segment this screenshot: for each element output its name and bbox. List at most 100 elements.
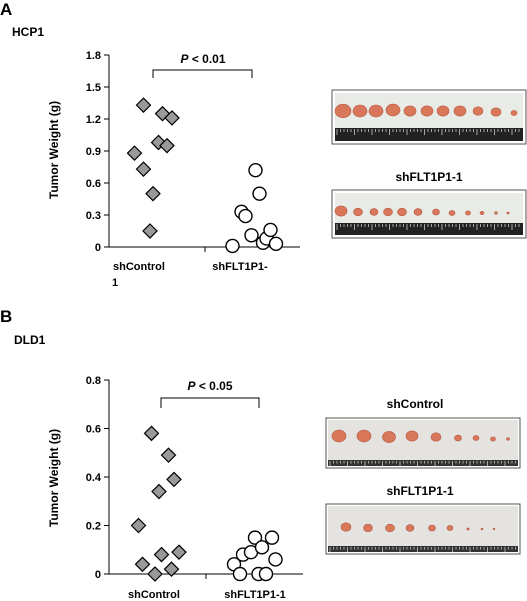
tumor-specimen bbox=[430, 432, 442, 442]
panel-b: B DLD1 Tumor Weight (g) P < 0.05 shContr… bbox=[0, 307, 521, 601]
tumor-specimen bbox=[363, 523, 373, 533]
panel-b-point-shcontrol bbox=[134, 556, 151, 573]
panel-b-point-shcontrol bbox=[147, 566, 163, 582]
panel-a-p-value: P < 0.01 bbox=[180, 52, 225, 66]
tumor-specimen bbox=[465, 210, 471, 216]
tumor-specimen bbox=[506, 437, 510, 441]
tumor-specimen bbox=[334, 205, 348, 217]
panel-b-point-shcontrol bbox=[171, 544, 187, 561]
tumor-specimen bbox=[369, 208, 379, 216]
panel-a-point-shflt1p1 bbox=[244, 228, 259, 243]
panel-a-cell-line: HCP1 bbox=[12, 25, 44, 39]
panel-b-ytick-label: 0.4 bbox=[86, 472, 102, 484]
panel-b-p-value: P < 0.05 bbox=[187, 379, 232, 393]
panel-b-point-shflt1p1 bbox=[258, 566, 274, 582]
panel-b-chart: Tumor Weight (g) P < 0.05 shControl shFL… bbox=[47, 375, 303, 601]
panel-b-photo-title-2: shFLT1P1-1 bbox=[386, 484, 453, 498]
panel-a-point-shflt1p1 bbox=[248, 162, 263, 178]
tumor-specimen bbox=[356, 429, 372, 443]
tumor-specimen bbox=[405, 524, 415, 532]
panel-a-photo-shflt1p1 bbox=[331, 189, 527, 239]
tumor-specimen bbox=[428, 524, 436, 532]
panel-a-ytick-label: 0.9 bbox=[86, 146, 101, 158]
tumor-specimen bbox=[436, 105, 450, 117]
tumor-specimen bbox=[490, 436, 496, 442]
panel-a-letter: A bbox=[0, 0, 12, 19]
panel-a-chart: Tumor Weight (g) P < 0.01 shControl 1 sh… bbox=[47, 50, 300, 289]
panel-b-point-shflt1p1 bbox=[264, 530, 280, 545]
tumor-specimen bbox=[334, 103, 352, 119]
tumor-specimen bbox=[480, 527, 484, 531]
panel-b-ytick-label: 0.6 bbox=[86, 424, 101, 436]
tumor-specimen bbox=[446, 525, 454, 531]
panel-b-p-letter: P bbox=[187, 379, 196, 393]
tumor-specimen bbox=[494, 211, 498, 215]
tumor-specimen bbox=[368, 104, 384, 118]
panel-b-sig-bracket bbox=[160, 397, 260, 408]
tumor-specimen bbox=[492, 527, 496, 531]
panel-a-point-shcontrol bbox=[142, 223, 158, 239]
panel-a-p-rest: < 0.01 bbox=[188, 52, 225, 66]
panel-a-ytick-label: 1.2 bbox=[86, 114, 101, 126]
panel-a-point-shcontrol bbox=[145, 185, 161, 202]
panel-a-ytick-label: 1.5 bbox=[86, 82, 101, 94]
panel-a-point-shcontrol bbox=[126, 145, 143, 161]
tumor-specimen bbox=[413, 208, 423, 216]
panel-a-cat-shflt1p1: shFLT1P1- bbox=[212, 261, 268, 273]
panel-b-ytick-label: 0.2 bbox=[86, 521, 101, 533]
panel-b-point-shflt1p1 bbox=[268, 552, 283, 567]
panel-b-point-shcontrol bbox=[166, 471, 182, 488]
panel-b-y-axis-label: Tumor Weight (g) bbox=[47, 429, 61, 527]
panel-b-letter: B bbox=[0, 307, 12, 326]
panel-a: A HCP1 Tumor Weight (g) P < 0.01 shContr… bbox=[0, 0, 527, 289]
panel-a-photo-shcontrol bbox=[331, 89, 527, 145]
tumor-specimen bbox=[490, 107, 502, 117]
panel-a-ytick-label: 0 bbox=[95, 242, 101, 254]
panel-b-photo-title-1: shControl bbox=[387, 397, 444, 411]
tumor-specimen bbox=[472, 435, 480, 441]
tumor-specimen bbox=[352, 104, 368, 118]
panel-a-photo-title-2: shFLT1P1-1 bbox=[395, 170, 462, 184]
tumor-specimen bbox=[448, 210, 456, 216]
tumor-specimen bbox=[506, 211, 510, 215]
panel-a-point-shflt1p1 bbox=[268, 236, 284, 252]
tumor-specimen bbox=[510, 110, 518, 116]
panel-a-point-shcontrol bbox=[164, 110, 180, 126]
panel-b-cell-line: DLD1 bbox=[14, 333, 46, 347]
panel-a-p-letter: P bbox=[180, 52, 189, 66]
panel-b-point-shflt1p1 bbox=[247, 530, 263, 545]
tumor-specimen bbox=[385, 523, 395, 533]
tumor-specimen bbox=[340, 522, 352, 532]
tumor-specimen bbox=[472, 106, 484, 116]
tumor-specimen bbox=[331, 429, 347, 443]
panel-a-point-shflt1p1 bbox=[238, 208, 253, 224]
panel-b-cat-shcontrol: shControl bbox=[128, 589, 180, 601]
tumor-specimen bbox=[479, 211, 485, 216]
panel-b-point-shflt1p1 bbox=[254, 540, 270, 555]
panel-b-point-shcontrol bbox=[143, 425, 160, 442]
panel-b-photo-shcontrol bbox=[325, 417, 521, 469]
panel-b-point-shcontrol bbox=[163, 561, 180, 577]
panel-b-photo-shflt1p1 bbox=[325, 503, 521, 555]
panel-b-point-shcontrol bbox=[151, 483, 167, 500]
panel-a-cat-shcontrol: shControl bbox=[113, 261, 165, 273]
panel-b-p-rest: < 0.05 bbox=[195, 379, 232, 393]
panel-b-point-shcontrol bbox=[130, 517, 147, 534]
tumor-specimen bbox=[397, 207, 407, 217]
tumor-specimen bbox=[420, 105, 434, 117]
panel-a-ytick-label: 1.8 bbox=[86, 50, 101, 62]
tumor-specimen bbox=[403, 105, 417, 117]
panel-b-point-shcontrol bbox=[160, 447, 177, 464]
panel-b-point-shcontrol bbox=[153, 546, 170, 563]
panel-a-ytick-label: 0.6 bbox=[86, 178, 101, 190]
panel-a-point-shcontrol bbox=[135, 161, 152, 177]
panel-a-y-axis-label: Tumor Weight (g) bbox=[47, 101, 61, 199]
panel-a-cat-shcontrol-wrap: 1 bbox=[112, 277, 118, 289]
panel-b-point-shflt1p1 bbox=[232, 566, 248, 582]
tumor-specimen bbox=[353, 207, 363, 217]
tumor-specimen bbox=[432, 208, 440, 216]
panel-a-point-shcontrol bbox=[135, 97, 152, 113]
tumor-specimen bbox=[382, 431, 396, 443]
panel-a-point-shcontrol bbox=[159, 137, 175, 154]
tumor-specimen bbox=[466, 527, 470, 531]
